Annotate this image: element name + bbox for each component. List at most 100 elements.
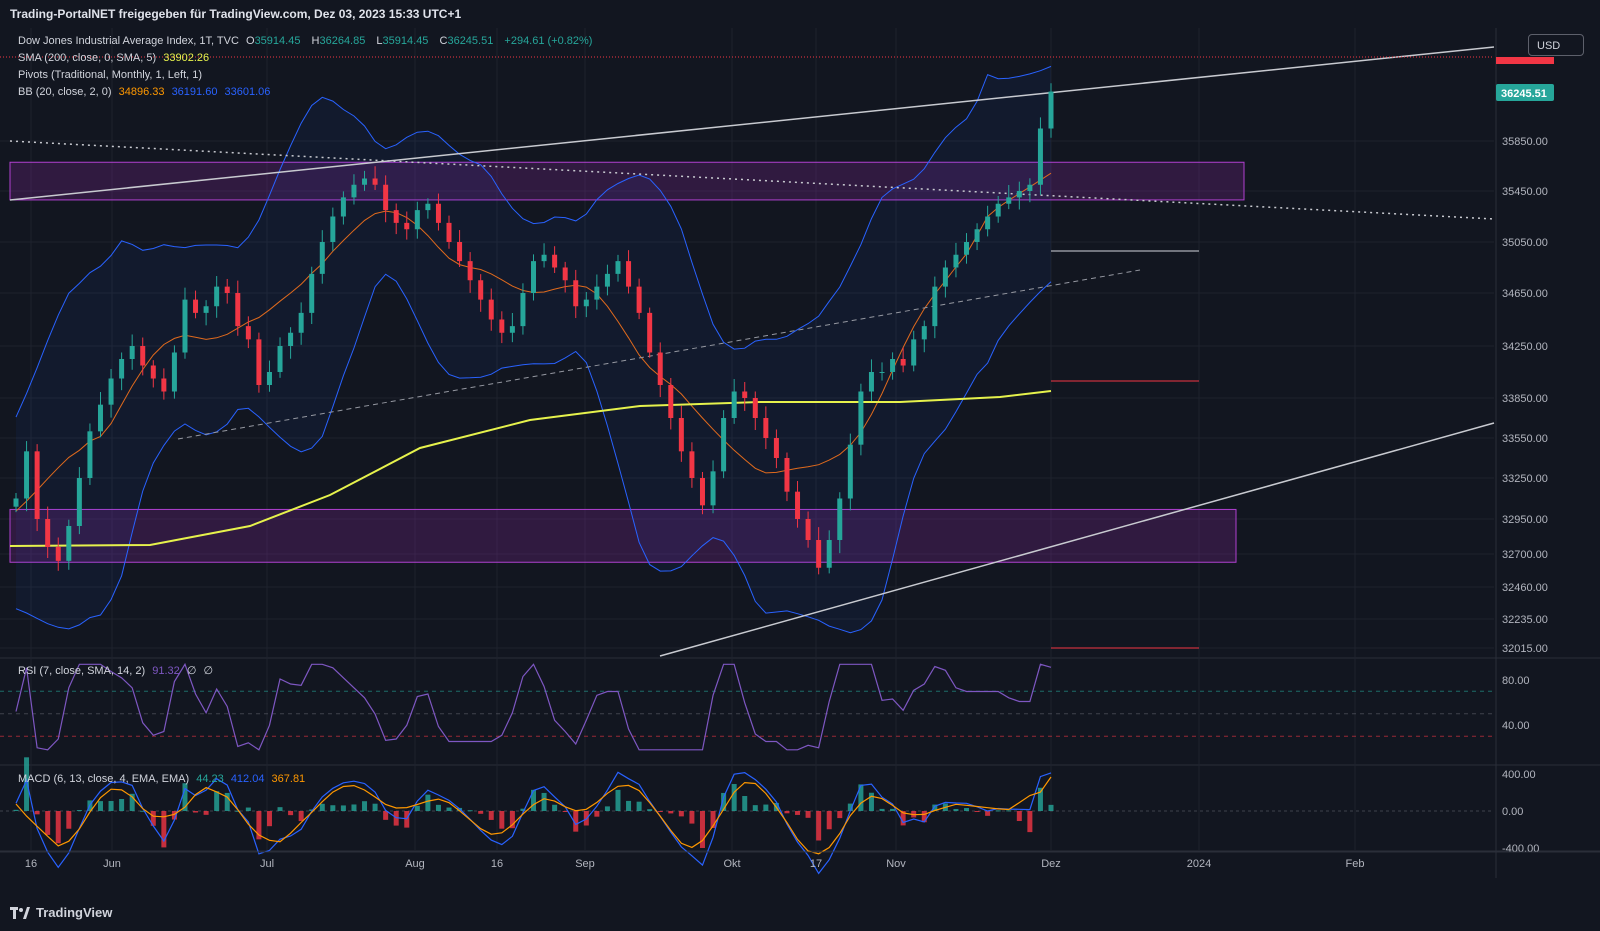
tradingview-logo[interactable]: TradingView xyxy=(10,905,112,920)
macd-histogram-bar xyxy=(108,801,114,811)
ohlc-high: H36264.85 xyxy=(311,35,366,47)
currency-button[interactable]: USD xyxy=(1528,34,1584,56)
candle-body xyxy=(594,286,600,300)
candle-body xyxy=(552,254,558,268)
macd-histogram-bar xyxy=(277,807,283,811)
macd-histogram-bar xyxy=(298,811,304,822)
macd-signal-value: 367.81 xyxy=(271,773,306,785)
candle-body xyxy=(742,391,748,398)
price-axis-label: 35850.00 xyxy=(1502,136,1548,148)
candle-body xyxy=(24,451,30,499)
macd-histogram-bar xyxy=(795,811,801,815)
candle-body xyxy=(351,184,357,198)
candle-body xyxy=(1016,191,1022,198)
bb-lower-value: 33601.06 xyxy=(224,86,271,98)
price-axis-label: 32235.00 xyxy=(1502,614,1548,626)
macd-histogram-bar xyxy=(288,811,294,816)
bollinger-lower-line xyxy=(15,273,1052,634)
rsi-legend[interactable]: RSI (7, close, SMA, 14, 2) 91.32 ∅ ∅ xyxy=(18,665,214,677)
macd-histogram-bar xyxy=(995,810,1001,812)
price-axis-label: 33250.00 xyxy=(1502,473,1548,485)
macd-histogram-bar xyxy=(752,805,758,811)
macd-histogram-bar xyxy=(309,809,315,811)
candle-body xyxy=(890,359,896,372)
candle-body xyxy=(1027,184,1033,191)
macd-histogram-bar xyxy=(615,789,621,811)
macd-line-value: 412.04 xyxy=(230,773,265,785)
candle-body xyxy=(932,286,938,327)
macd-histogram-bar xyxy=(478,811,484,814)
macd-histogram-bar xyxy=(193,811,199,813)
candle-body xyxy=(45,519,51,547)
candle-body xyxy=(636,286,642,313)
macd-axis-label: 400.00 xyxy=(1502,769,1536,781)
macd-histogram-bar xyxy=(879,808,885,811)
macd-histogram-bar xyxy=(351,804,357,811)
macd-histogram-bar xyxy=(182,783,188,811)
macd-histogram-bar xyxy=(467,810,473,812)
time-axis-label: Aug xyxy=(405,858,425,870)
candle-body xyxy=(13,498,19,507)
macd-axis-label: 0.00 xyxy=(1502,806,1523,818)
main-legend: Dow Jones Industrial Average Index, 1T, … xyxy=(18,33,596,101)
candle-body xyxy=(330,216,336,242)
macd-legend[interactable]: MACD (6, 13, close, 4, EMA, EMA) 44.23 4… xyxy=(18,773,306,785)
macd-histogram-bar xyxy=(721,792,727,811)
macd-signal-line xyxy=(15,776,1052,855)
candle-body xyxy=(699,478,705,506)
macd-histogram-bar xyxy=(203,811,209,815)
candle-body xyxy=(826,540,832,568)
candle-body xyxy=(414,210,420,230)
macd-histogram-bar xyxy=(340,805,346,811)
candle-body xyxy=(531,261,536,293)
candle-body xyxy=(615,261,621,274)
candle-body xyxy=(541,254,547,262)
candle-body xyxy=(214,286,220,307)
candle-body xyxy=(457,242,463,262)
candle-body xyxy=(66,526,72,561)
macd-histogram-bar xyxy=(890,808,896,811)
bb-basis-value: 34896.33 xyxy=(118,86,165,98)
price-axis-label: 35450.00 xyxy=(1502,186,1548,198)
candle-body xyxy=(362,178,368,185)
bollinger-upper-line xyxy=(15,65,1052,418)
macd-axis-label: -400.00 xyxy=(1502,843,1539,855)
candle-body xyxy=(87,431,93,478)
macd-histogram-bar xyxy=(266,811,272,827)
candle-body xyxy=(245,326,251,340)
sma-legend[interactable]: SMA (200, close, 0, SMA, 5) 33902.26 xyxy=(18,52,210,64)
candle-body xyxy=(805,519,811,540)
macd-histogram-bar xyxy=(161,811,167,848)
price-axis-label: 34650.00 xyxy=(1502,288,1548,300)
price-axis-label: 32015.00 xyxy=(1502,643,1548,655)
candle-body xyxy=(266,372,272,385)
pivots-legend[interactable]: Pivots (Traditional, Monthly, 1, Left, 1… xyxy=(18,69,203,81)
candle-body xyxy=(256,339,262,385)
macd-histogram-bar xyxy=(319,803,325,811)
time-axis-label: 17 xyxy=(810,858,822,870)
candle-body xyxy=(288,332,294,346)
macd-line xyxy=(15,771,1052,875)
candle-body xyxy=(858,391,864,445)
candle-body xyxy=(942,267,948,287)
macd-histogram-bar xyxy=(520,808,526,811)
candle-body xyxy=(921,326,927,340)
macd-histogram-bar xyxy=(657,811,663,812)
macd-histogram-bar xyxy=(509,811,515,829)
bb-legend[interactable]: BB (20, close, 2, 0) 34896.33 36191.60 3… xyxy=(18,86,271,98)
candle-body xyxy=(721,418,727,472)
sma-value: 33902.26 xyxy=(163,52,210,64)
candle-body xyxy=(710,471,716,506)
macd-histogram-bar xyxy=(97,801,103,811)
candle-body xyxy=(499,319,505,333)
candle-body xyxy=(604,273,610,287)
candle-body xyxy=(488,299,494,320)
macd-histogram-bar xyxy=(531,789,536,811)
candle-body xyxy=(171,352,177,392)
candle-body xyxy=(816,540,822,568)
macd-histogram-bar xyxy=(45,811,51,835)
macd-histogram-bar xyxy=(76,810,82,812)
candle-body xyxy=(647,312,653,353)
candle-body xyxy=(795,491,801,519)
